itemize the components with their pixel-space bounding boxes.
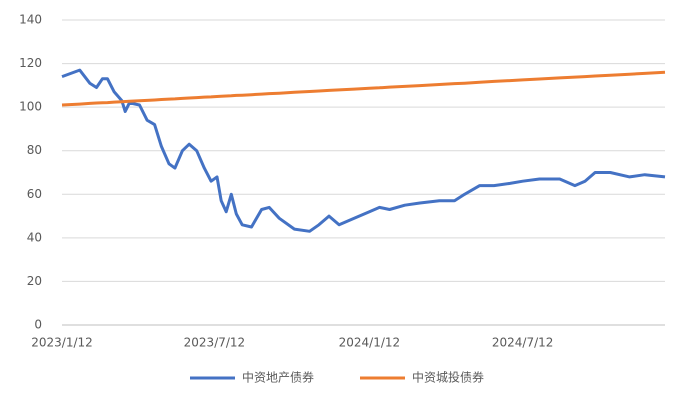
x-tick-label: 2023/1/12 xyxy=(31,336,93,350)
legend-label: 中资地产债券 xyxy=(242,370,314,385)
y-tick-label: 40 xyxy=(27,230,42,244)
y-tick-label: 140 xyxy=(19,13,42,27)
series-line xyxy=(61,68,666,233)
y-tick-label: 80 xyxy=(27,143,42,157)
x-tick-label: 2023/7/12 xyxy=(184,336,246,350)
x-tick-label: 2024/1/12 xyxy=(339,336,401,350)
y-tick-label: 120 xyxy=(19,56,42,70)
legend-label: 中资城投债券 xyxy=(412,370,484,385)
y-tick-label: 100 xyxy=(19,100,42,114)
x-tick-label: 2024/7/12 xyxy=(492,336,554,350)
y-tick-label: 60 xyxy=(27,187,42,201)
series-line xyxy=(61,70,666,107)
y-tick-label: 0 xyxy=(34,318,42,332)
y-tick-label: 20 xyxy=(27,274,42,288)
